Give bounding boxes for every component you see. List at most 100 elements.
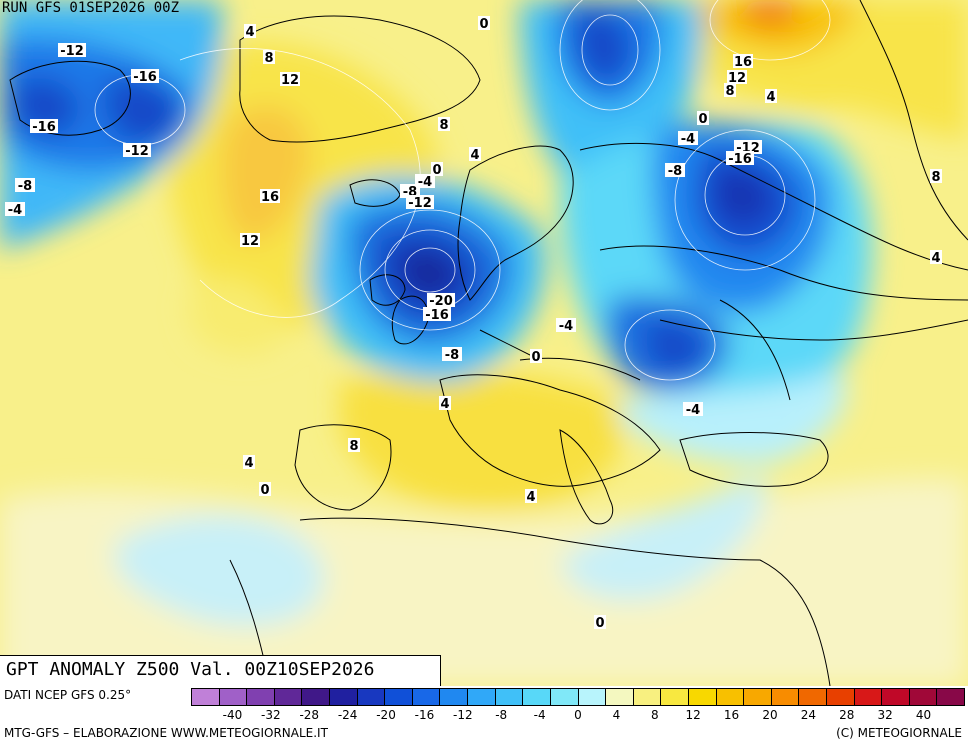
color-scale-cell (744, 689, 772, 705)
color-scale-tick-label: -32 (261, 708, 281, 722)
color-scale-cell (771, 689, 800, 705)
contour-label: -16 (133, 70, 157, 85)
contour-label: 4 (440, 397, 449, 412)
contour-label-bg (123, 143, 151, 157)
contour-label-bg (15, 178, 35, 192)
contour-label: 8 (439, 118, 448, 133)
contour-label: -12 (60, 44, 84, 59)
contour-label-bg (930, 250, 942, 264)
color-scale-tick-label: 40 (915, 708, 932, 722)
contour-label-bg (765, 89, 777, 103)
color-scale-tick-label: 8 (650, 708, 659, 722)
contour-label: 0 (479, 17, 488, 32)
contour-label-bg (240, 233, 260, 247)
color-scale-cell (827, 689, 855, 705)
contour-label: 0 (698, 112, 707, 127)
contour-label: 12 (728, 71, 746, 86)
contour-label-bg (427, 293, 455, 307)
contour-label: 0 (595, 616, 604, 631)
contour-label-bg (243, 455, 255, 469)
color-scale-tick-label: 16 (723, 708, 740, 722)
contour-label-bg (131, 69, 159, 83)
color-scale-cell (799, 689, 828, 705)
color-scale-cell (550, 689, 579, 705)
contour-label-bg (58, 43, 86, 57)
contour-label: 0 (531, 350, 540, 365)
color-scale-cell (937, 689, 965, 705)
contour-label: -8 (18, 179, 32, 194)
contour-label: 4 (931, 251, 940, 266)
color-scale-tick-label: 12 (685, 708, 701, 722)
contour-label: -16 (32, 120, 56, 135)
contour-label-bg (423, 307, 451, 321)
contour-label: -8 (668, 164, 682, 179)
contour-label-bg (431, 162, 443, 176)
contour-label-bg (733, 54, 753, 68)
color-scale-cell (495, 689, 524, 705)
contour-label: 4 (244, 456, 253, 471)
color-scale-bar (191, 688, 965, 706)
contour-label: 8 (931, 170, 940, 185)
run-header: RUN GFS 01SEP2026 00Z (2, 0, 180, 16)
credit-copyright: (C) METEOGIORNALE (836, 726, 962, 740)
contour-label-bg (280, 72, 300, 86)
color-scale-cell (330, 689, 358, 705)
contour-label-bg (525, 489, 537, 503)
color-scale-cell (882, 689, 910, 705)
contour-label-bg (259, 482, 271, 496)
contour-label: 8 (349, 439, 358, 454)
contour-label-bg (594, 615, 606, 629)
color-scale-cell (523, 689, 551, 705)
color-scale-cell (716, 689, 745, 705)
color-scale-cell (440, 689, 469, 705)
contour-label: -16 (425, 308, 449, 323)
color-scale-tick-label: -24 (337, 708, 358, 722)
color-scale-tick-label: -28 (299, 708, 320, 722)
credit-elaboration: MTG-GFS – ELABORAZIONE WWW.METEOGIORNALE… (4, 726, 328, 740)
contour-label-bg (5, 202, 25, 216)
contour-label-bg (726, 151, 754, 165)
color-scale-cell (219, 689, 248, 705)
color-scale-tick-label: 4 (612, 708, 621, 722)
contour-label-bg (442, 347, 462, 361)
color-scale-tick-label: 20 (762, 708, 778, 722)
color-scale-tick-label: -40 (222, 708, 243, 722)
color-scale-tick-label: 24 (800, 708, 816, 722)
contour-label: 4 (766, 90, 775, 105)
contour-label-bg (724, 83, 736, 97)
color-scale-cell (688, 689, 717, 705)
contour-label: 4 (245, 25, 254, 40)
color-scale-tick-label: -8 (495, 708, 508, 722)
contour-label-bg (439, 396, 451, 410)
color-scale-tick-label: -16 (414, 708, 435, 722)
contour-label-bg (348, 438, 360, 452)
contour-label: -20 (429, 294, 453, 309)
contour-label: -4 (418, 175, 432, 190)
color-scale-cell (468, 689, 496, 705)
contour-label: 8 (264, 51, 273, 66)
contour-label: -4 (686, 403, 700, 418)
contour-label: 16 (261, 190, 279, 205)
contour-label-bg (556, 318, 576, 332)
color-scale-tick-label: 32 (877, 708, 893, 722)
contour-label: 4 (470, 148, 479, 163)
color-scale-tick-label: -12 (453, 708, 473, 722)
contour-label-bg (678, 131, 698, 145)
contour-label-bg (400, 184, 420, 198)
map-title: GPT ANOMALY Z500 Val. 00Z10SEP2026 (6, 659, 375, 680)
color-scale-cell (247, 689, 275, 705)
contour-label-bg (406, 195, 434, 209)
color-scale-tick-label: -20 (376, 708, 396, 722)
title-box: GPT ANOMALY Z500 Val. 00Z10SEP2026 (0, 655, 441, 686)
color-scale-cell (412, 689, 441, 705)
contour-label: 12 (241, 234, 259, 249)
contour-label: -12 (408, 196, 432, 211)
color-scale-tick-label: 28 (839, 708, 855, 722)
contour-label: -4 (8, 203, 22, 218)
contour-label: -4 (681, 132, 695, 147)
contour-label: -4 (559, 319, 573, 334)
footer: DATI NCEP GFS 0.25° -40 -32 -28 -24 -20 -16 -1… (0, 686, 968, 745)
color-scale-cell (633, 689, 662, 705)
color-scale-cell (606, 689, 634, 705)
contour-label-bg (260, 189, 280, 203)
